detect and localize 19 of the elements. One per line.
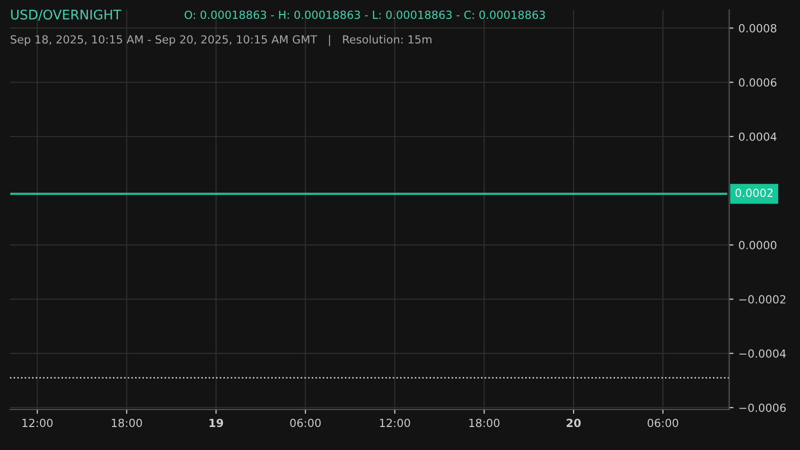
y-tick-label: −0.0002 [739, 295, 786, 304]
x-tick-label: 12:00 [380, 418, 410, 428]
y-tick-label: 0.0008 [738, 24, 776, 32]
x-tick-label: 06:00 [290, 418, 321, 428]
chart-title: USD/OVERNIGHT [11, 10, 122, 21]
x-tick-label: 06:00 [648, 418, 678, 428]
text: Sep 18, 2025, 10:15 AM - Sep 20, 2025, 10:15 AM GMT | Resolution: 15m [10, 34, 432, 46]
x-tick-label: 18:00 [469, 418, 500, 428]
x-tick-label: 19 [210, 418, 224, 428]
y-tick-label: 0.0000 [738, 240, 776, 250]
x-tick-label: 12:00 [22, 418, 53, 428]
text: 0.0002 [735, 188, 773, 198]
y-tick-label: 0.0004 [738, 132, 776, 141]
x-tick-label: 20 [566, 418, 581, 428]
annotation: O: 0.00018863 - H: 0.00018863 - L: 0.00018863 - C: 0.00018863 [184, 10, 545, 19]
y-tick-label: −0.0004 [739, 349, 786, 358]
x-tick-label: 18:00 [112, 418, 142, 428]
y-tick-label: 0.0006 [738, 78, 776, 87]
y-tick-label: −0.0006 [739, 404, 786, 412]
